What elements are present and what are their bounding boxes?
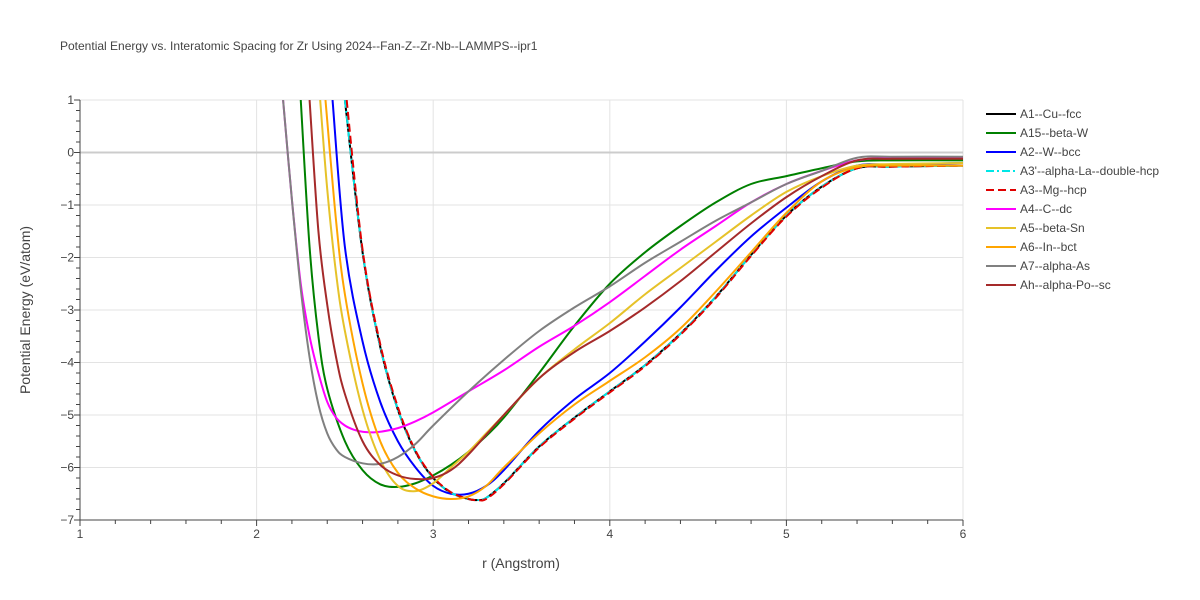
legend-label: A5--beta-Sn xyxy=(1020,221,1085,235)
legend-item-a2-w-bcc[interactable]: A2--W--bcc xyxy=(986,145,1080,159)
x-tick-labels: 1 2 3 4 5 6 xyxy=(77,527,967,541)
legend-label: A3'--alpha-La--double-hcp xyxy=(1020,164,1159,178)
y-tick-label: −3 xyxy=(60,303,74,317)
legend-item-ah-alpha-po-sc[interactable]: Ah--alpha-Po--sc xyxy=(986,278,1111,292)
x-tick-label: 4 xyxy=(606,527,613,541)
x-tick-label: 5 xyxy=(783,527,790,541)
axes xyxy=(74,99,964,526)
legend[interactable]: A1--Cu--fcc A15--beta-W A2--W--bcc A3'--alp… xyxy=(986,107,1159,292)
legend-label: A3--Mg--hcp xyxy=(1020,183,1087,197)
legend-label: A1--Cu--fcc xyxy=(1020,107,1081,121)
legend-label: A4--C--dc xyxy=(1020,202,1072,216)
legend-item-a4-c-dc[interactable]: A4--C--dc xyxy=(986,202,1072,216)
x-tick-label: 6 xyxy=(960,527,967,541)
y-axis-label: Potential Energy (eV/atom) xyxy=(17,226,33,394)
series-line-ah-alpha-po-sc xyxy=(308,100,963,481)
y-tick-label: −5 xyxy=(60,408,74,422)
legend-label: A2--W--bcc xyxy=(1020,145,1080,159)
series-layer xyxy=(282,100,963,502)
y-tick-label: 0 xyxy=(67,146,74,160)
series-line-a3-mg-hcp xyxy=(345,100,963,502)
legend-item-a3-alpha-la-double-hcp[interactable]: A3'--alpha-La--double-hcp xyxy=(986,164,1159,178)
y-tick-label: −7 xyxy=(60,513,74,527)
x-axis-label: r (Angstrom) xyxy=(482,555,560,571)
legend-item-a1-cu-fcc[interactable]: A1--Cu--fcc xyxy=(986,107,1081,121)
y-tick-label: 1 xyxy=(67,93,74,107)
legend-label: A6--In--bct xyxy=(1020,240,1077,254)
legend-item-a3-mg-hcp[interactable]: A3--Mg--hcp xyxy=(986,183,1087,197)
y-tick-label: −6 xyxy=(60,461,74,475)
y-tick-label: −4 xyxy=(60,356,74,370)
legend-item-a6-in-bct[interactable]: A6--In--bct xyxy=(986,240,1077,254)
y-tick-labels: −7 −6 −5 −4 −3 −2 −1 0 1 xyxy=(60,93,74,527)
y-tick-label: −1 xyxy=(60,198,74,212)
legend-label: A7--alpha-As xyxy=(1020,259,1090,273)
x-tick-label: 2 xyxy=(253,527,260,541)
series-line-a7-alpha-as xyxy=(282,100,963,466)
legend-item-a15-beta-w[interactable]: A15--beta-W xyxy=(986,126,1089,140)
series-line-a6-in-bct xyxy=(324,100,963,501)
legend-label: A15--beta-W xyxy=(1020,126,1089,140)
x-tick-label: 3 xyxy=(430,527,437,541)
grid xyxy=(80,99,964,520)
chart-title: Potential Energy vs. Interatomic Spacing… xyxy=(60,39,538,53)
series-line-a15-beta-w xyxy=(299,100,963,488)
x-tick-label: 1 xyxy=(77,527,84,541)
y-tick-label: −2 xyxy=(60,251,74,265)
legend-label: Ah--alpha-Po--sc xyxy=(1020,278,1111,292)
legend-item-a5-beta-sn[interactable]: A5--beta-Sn xyxy=(986,221,1085,235)
legend-item-a7-alpha-as[interactable]: A7--alpha-As xyxy=(986,259,1090,273)
